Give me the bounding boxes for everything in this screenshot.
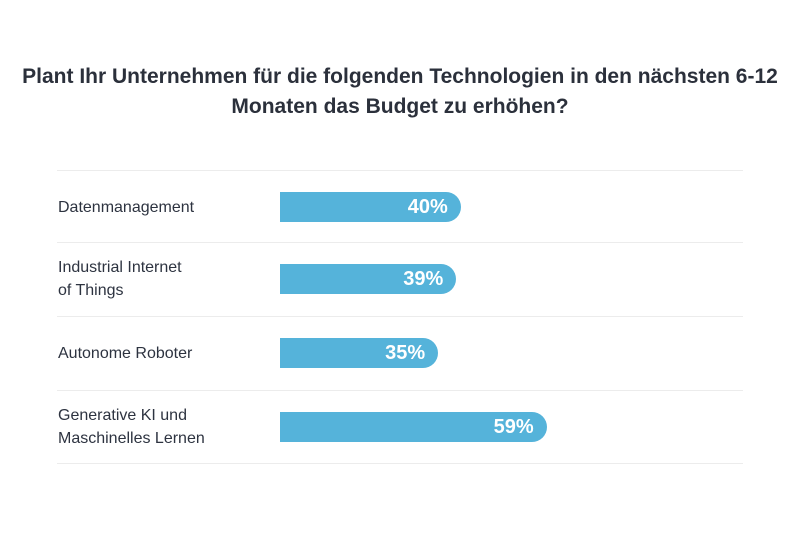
- category-label: Generative KI und Maschinelles Lernen: [58, 407, 205, 447]
- data-label: 59%: [493, 416, 534, 438]
- row-separator: [57, 316, 743, 317]
- data-label: 35%: [385, 342, 426, 364]
- category-label: Autonome Roboter: [58, 344, 193, 362]
- chart-title: Plant Ihr Unternehmen für die folgenden …: [22, 65, 778, 118]
- row-separator: [57, 242, 743, 243]
- row-separator: [57, 170, 743, 171]
- row-separator: [57, 463, 743, 464]
- bar: 59%: [280, 412, 547, 442]
- bar: 39%: [280, 264, 457, 294]
- data-label: 39%: [403, 268, 444, 290]
- bar: 40%: [280, 192, 461, 222]
- data-label: 40%: [407, 196, 448, 218]
- category-label: Datenmanagement: [58, 198, 195, 216]
- category-label: Industrial Internet of Things: [58, 259, 182, 299]
- row-separator: [57, 390, 743, 391]
- bar: 35%: [280, 338, 439, 368]
